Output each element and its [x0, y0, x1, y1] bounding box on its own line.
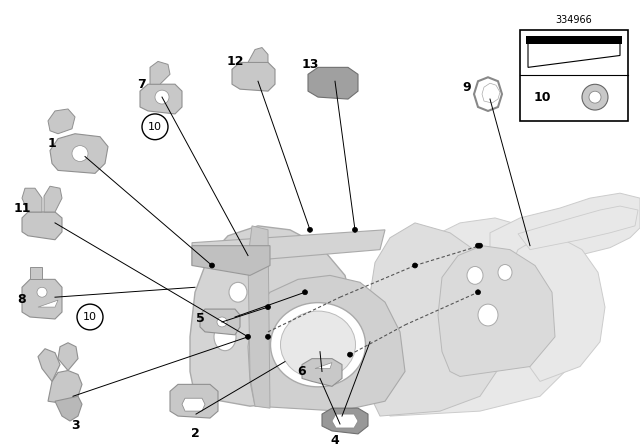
Polygon shape [438, 246, 555, 376]
Ellipse shape [229, 282, 247, 302]
Polygon shape [48, 370, 82, 404]
Circle shape [476, 243, 481, 248]
Bar [520, 30, 628, 121]
Polygon shape [248, 47, 268, 62]
Text: 7: 7 [138, 78, 147, 90]
Text: 334966: 334966 [556, 15, 593, 25]
Polygon shape [315, 362, 332, 369]
Polygon shape [38, 349, 60, 381]
Text: 10: 10 [83, 312, 97, 322]
Polygon shape [332, 414, 358, 428]
Ellipse shape [280, 311, 355, 379]
Ellipse shape [467, 267, 483, 284]
Polygon shape [44, 186, 62, 212]
Polygon shape [22, 280, 62, 319]
Text: 4: 4 [331, 435, 339, 448]
Text: 3: 3 [70, 419, 79, 432]
Circle shape [246, 334, 250, 339]
Text: 12: 12 [227, 55, 244, 68]
Polygon shape [518, 206, 638, 250]
Text: 6: 6 [298, 365, 307, 378]
Circle shape [155, 90, 169, 104]
Bar [526, 36, 622, 43]
Circle shape [209, 263, 214, 268]
Polygon shape [528, 39, 620, 67]
Circle shape [477, 243, 483, 248]
Polygon shape [365, 223, 505, 416]
Circle shape [37, 287, 47, 297]
Circle shape [413, 263, 417, 268]
Text: 2: 2 [191, 427, 200, 440]
Text: 13: 13 [301, 58, 319, 71]
Circle shape [217, 317, 227, 327]
Polygon shape [322, 408, 368, 434]
Ellipse shape [271, 303, 365, 387]
Circle shape [266, 305, 271, 310]
Text: 8: 8 [18, 293, 26, 306]
Polygon shape [150, 61, 170, 84]
Polygon shape [140, 84, 182, 114]
Circle shape [266, 334, 271, 339]
Text: 11: 11 [13, 202, 31, 215]
Text: 10: 10 [534, 90, 552, 103]
Polygon shape [248, 276, 405, 411]
Circle shape [589, 91, 601, 103]
Polygon shape [490, 193, 640, 267]
Circle shape [582, 84, 608, 110]
Polygon shape [22, 188, 42, 212]
Polygon shape [474, 77, 502, 111]
Polygon shape [22, 212, 62, 240]
Circle shape [303, 290, 307, 295]
Polygon shape [58, 343, 78, 370]
Polygon shape [50, 134, 108, 173]
Polygon shape [38, 300, 58, 307]
Polygon shape [200, 309, 240, 335]
Text: 10: 10 [148, 122, 162, 132]
Circle shape [72, 146, 88, 161]
Circle shape [348, 352, 353, 357]
Polygon shape [248, 226, 270, 408]
Polygon shape [182, 398, 205, 411]
Polygon shape [192, 230, 385, 266]
Ellipse shape [214, 323, 236, 351]
Polygon shape [190, 226, 355, 406]
Polygon shape [170, 384, 218, 418]
Text: 9: 9 [463, 81, 471, 94]
Polygon shape [380, 218, 580, 416]
Polygon shape [308, 67, 358, 99]
Text: 1: 1 [47, 137, 56, 150]
Polygon shape [302, 358, 342, 386]
Circle shape [77, 304, 103, 330]
Polygon shape [192, 246, 270, 276]
Ellipse shape [478, 304, 498, 326]
Ellipse shape [498, 264, 512, 280]
Circle shape [142, 114, 168, 140]
Polygon shape [508, 238, 605, 381]
Polygon shape [30, 267, 42, 280]
Polygon shape [482, 83, 500, 103]
Circle shape [353, 227, 358, 233]
Text: 5: 5 [196, 313, 204, 326]
Circle shape [476, 290, 481, 295]
Polygon shape [55, 396, 82, 421]
Circle shape [307, 227, 312, 233]
Polygon shape [48, 109, 75, 134]
Polygon shape [232, 62, 275, 91]
